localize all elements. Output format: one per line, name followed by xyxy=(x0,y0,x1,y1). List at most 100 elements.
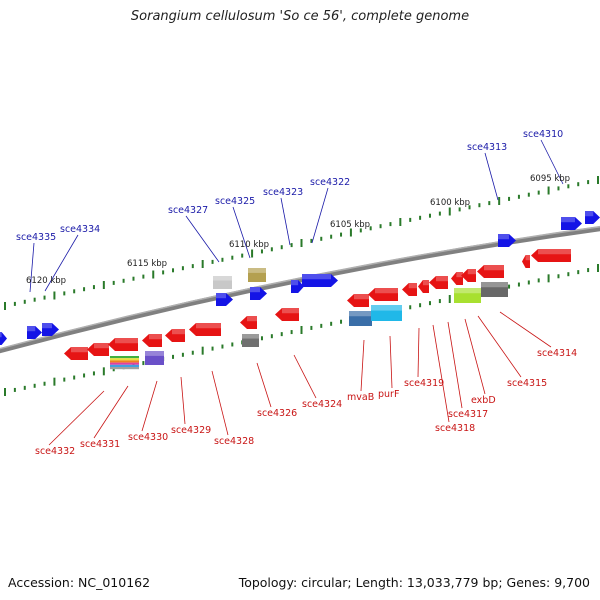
scale-tick-upper xyxy=(280,245,283,250)
feature-stripe xyxy=(110,367,139,370)
feature-stripe xyxy=(110,364,139,367)
label-connector-reverse xyxy=(447,321,463,409)
gene-reverse xyxy=(477,265,504,278)
scale-tick-lower xyxy=(547,274,550,283)
scale-tick-upper xyxy=(270,247,273,252)
gene-label-reverse: mvaB xyxy=(347,392,374,403)
scale-tick-lower xyxy=(221,344,224,349)
scale-tick-lower xyxy=(428,301,431,306)
gene-reverse xyxy=(451,272,463,285)
scale-tick-lower xyxy=(181,352,184,357)
scale-tick-lower xyxy=(260,336,263,341)
gene-reverse xyxy=(429,276,448,289)
scale-tick-lower xyxy=(280,332,283,337)
scale-tick-lower xyxy=(527,280,530,285)
scale-tick-upper xyxy=(458,207,461,212)
scale-tick-lower xyxy=(300,326,303,334)
scale-tick-upper xyxy=(448,207,451,216)
scale-tick-upper xyxy=(251,249,254,258)
scale-tick-upper xyxy=(152,270,155,279)
scale-tick-lower xyxy=(92,371,95,376)
scale-tick-lower xyxy=(23,385,26,390)
scale-tick-upper xyxy=(468,205,471,210)
scale-tick-lower xyxy=(448,295,451,303)
scale-label: 6095 kbp xyxy=(530,174,570,184)
scale-tick-lower xyxy=(231,342,234,347)
feature-box-purple xyxy=(145,351,164,365)
gene-label-forward: sce4310 xyxy=(523,129,563,140)
gene-reverse xyxy=(64,347,88,360)
gene-reverse xyxy=(108,338,138,351)
label-connector-reverse xyxy=(432,324,450,423)
feature-box-dark xyxy=(242,334,259,347)
label-connector-reverse xyxy=(211,370,229,436)
gene-forward xyxy=(498,234,516,247)
scale-tick-upper xyxy=(53,291,56,300)
scale-tick-upper xyxy=(260,249,263,254)
gene-forward xyxy=(216,293,233,306)
gene-forward xyxy=(27,326,42,339)
label-connector-reverse xyxy=(141,380,158,432)
scale-tick-upper xyxy=(488,201,491,206)
genome-backbone-highlight xyxy=(0,225,600,350)
scale-tick-upper xyxy=(478,203,481,208)
gene-label-forward: sce4325 xyxy=(215,196,255,207)
gene-reverse xyxy=(87,343,109,356)
feature-box-olive xyxy=(248,268,266,282)
scale-tick-upper xyxy=(132,276,135,281)
scale-tick-upper xyxy=(191,264,194,269)
scale-tick-upper xyxy=(577,182,580,187)
scale-tick-upper xyxy=(310,238,313,243)
gene-label-reverse: sce4330 xyxy=(128,432,168,443)
scale-label: 6100 kbp xyxy=(430,198,470,208)
gene-label-reverse: sce4315 xyxy=(507,378,547,389)
gene-forward xyxy=(561,217,582,230)
gene-label-forward: sce4327 xyxy=(168,205,208,216)
scale-tick-upper xyxy=(517,194,520,199)
scale-tick-upper xyxy=(201,260,204,268)
feature-stripe xyxy=(110,360,139,363)
gene-label-reverse: sce4318 xyxy=(435,423,475,434)
gene-forward xyxy=(302,274,338,287)
scale-tick-upper xyxy=(508,196,511,201)
scale-tick-lower xyxy=(557,274,560,279)
scale-tick-lower xyxy=(142,361,145,366)
label-connector-reverse xyxy=(499,311,552,348)
gene-label-forward: sce4335 xyxy=(16,232,56,243)
label-connector-reverse xyxy=(360,339,365,392)
scale-tick-upper xyxy=(419,215,422,220)
scale-tick-lower xyxy=(172,354,175,359)
scale-tick-lower xyxy=(4,388,6,396)
scale-tick-upper xyxy=(13,301,16,306)
scale-tick-lower xyxy=(102,367,105,376)
scale-tick-lower xyxy=(53,377,56,386)
scale-tick-lower xyxy=(270,334,273,339)
gene-reverse xyxy=(531,249,571,262)
scale-tick-lower xyxy=(567,272,570,277)
scale-tick-upper xyxy=(409,217,412,222)
scale-tick-lower xyxy=(438,299,441,304)
scale-label: 6105 kbp xyxy=(330,220,370,230)
accession-text: Accession: NC_010162 xyxy=(8,575,151,590)
scale-tick-lower xyxy=(320,323,323,328)
label-connector-reverse xyxy=(48,390,105,446)
gene-label-reverse: sce4324 xyxy=(302,399,342,410)
gene-label-reverse: exbD xyxy=(471,395,496,406)
gene-reverse xyxy=(189,323,221,336)
gene-label-reverse: sce4314 xyxy=(537,348,577,359)
scale-tick-upper xyxy=(330,234,333,239)
map-title: Sorangium cellulosum 'So ce 56', complet… xyxy=(130,9,470,24)
label-connector-forward xyxy=(311,187,329,244)
scale-tick-upper xyxy=(537,190,540,195)
scale-tick-upper xyxy=(4,302,6,310)
scale-tick-lower xyxy=(340,319,343,324)
gene-label-forward: sce4322 xyxy=(310,177,350,188)
label-connector-forward xyxy=(185,215,220,263)
scale-label: 6115 kbp xyxy=(127,259,167,269)
feature-stripe xyxy=(110,362,139,365)
feature-box-gray-dark xyxy=(481,282,508,297)
scale-tick-upper xyxy=(498,197,501,205)
scale-tick-upper xyxy=(181,266,184,271)
